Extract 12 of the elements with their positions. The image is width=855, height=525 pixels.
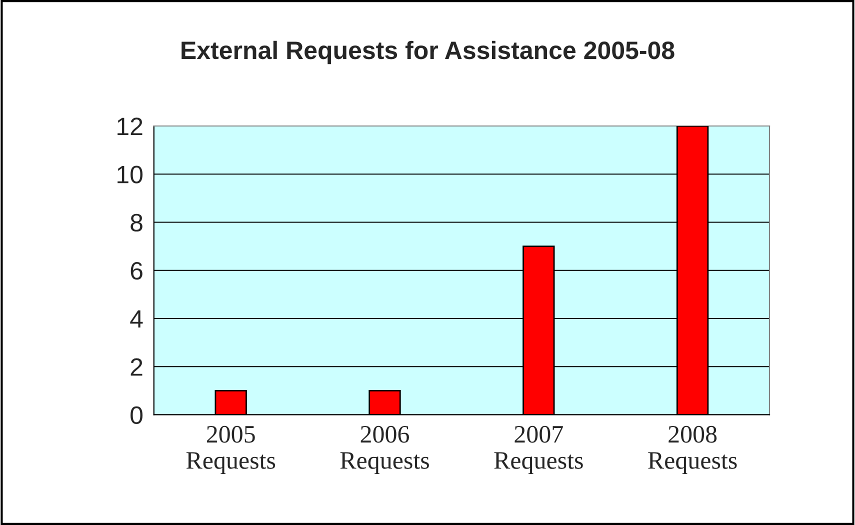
chart-title: External Requests for Assistance 2005-08 [182,40,674,64]
y-tick-label: 12 [118,118,142,136]
y-tick-label: 4 [130,310,143,328]
x-tick-label: 2008 Requests [648,426,737,474]
y-tick-label: 2 [130,358,142,376]
y-tick-label: 6 [130,262,142,280]
y-tick-label: 8 [130,214,142,232]
y-tick-label: 0 [130,406,143,424]
y-tick-label: 10 [118,166,143,184]
x-tick-label: 2005 Requests [186,426,276,474]
x-tick-label: 2006 Requests [340,426,429,474]
x-tick-label: 2007 Requests [494,426,583,474]
